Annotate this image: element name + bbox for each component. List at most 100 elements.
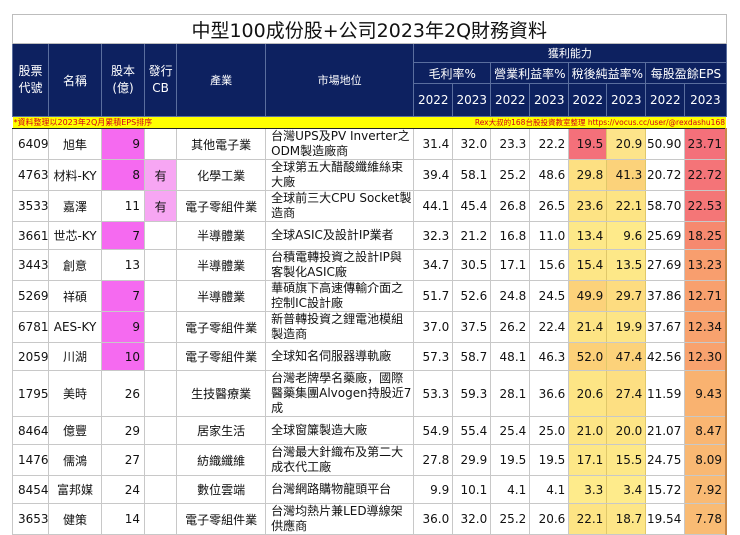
net-margin-2023: 3.4 [606, 475, 647, 504]
cb-flag [144, 249, 178, 281]
stock-code: 3443 [11, 249, 50, 281]
net-margin-2023: 20.9 [606, 128, 647, 160]
table-row: 4763 材料-KY 8 有 化學工業 全球第五大醋酸纖維絲束大廠 39.4 5… [11, 159, 728, 191]
sort-note: *資料整理以2023年2Q月累積EPS排序 [12, 116, 414, 129]
gross-margin-2023: 55.4 [452, 416, 492, 445]
net-margin-2022: 15.4 [568, 249, 608, 281]
net-margin-2023: 19.9 [606, 311, 647, 343]
operating-margin-2023: 11.0 [529, 221, 570, 250]
gross-margin-2022: 51.7 [413, 280, 454, 312]
header-name: 名稱 [48, 43, 103, 117]
gross-margin-2022: 31.4 [413, 128, 454, 160]
header-year: 2023 [684, 83, 727, 117]
capital-value: 11 [101, 190, 146, 222]
cb-flag [144, 311, 178, 343]
operating-margin-2023: 4.1 [529, 475, 570, 504]
stock-code: 3653 [11, 503, 50, 535]
industry: 電子零組件業 [176, 190, 267, 222]
eps-2023: 8.47 [684, 416, 728, 445]
eps-2022: 25.69 [645, 221, 686, 250]
capital-value: 24 [101, 475, 146, 504]
eps-2022: 19.54 [645, 503, 686, 535]
capital-value: 26 [101, 370, 146, 417]
table-row: 8454 富邦媒 24 數位雲端 台灣網路購物龍頭平台 9.9 10.1 4.1… [11, 475, 728, 504]
gross-margin-2022: 34.7 [413, 249, 454, 281]
operating-margin-2022: 26.8 [490, 190, 531, 222]
eps-2023: 9.43 [684, 370, 728, 417]
net-margin-2023: 13.5 [606, 249, 647, 281]
stock-code: 3533 [11, 190, 50, 222]
capital-value: 7 [101, 280, 146, 312]
net-margin-2022: 19.5 [568, 128, 608, 160]
gross-margin-2022: 36.0 [413, 503, 454, 535]
header-gross-margin: 毛利率% [413, 62, 492, 84]
net-margin-2022: 20.6 [568, 370, 608, 417]
stock-name: 旭隼 [48, 128, 103, 160]
header-eps: 每股盈餘EPS [645, 62, 727, 84]
industry: 半導體業 [176, 249, 267, 281]
eps-2022: 15.72 [645, 475, 686, 504]
stock-code: 6781 [11, 311, 50, 343]
operating-margin-2023: 48.6 [529, 159, 570, 191]
operating-margin-2023: 24.5 [529, 280, 570, 312]
operating-margin-2022: 25.2 [490, 503, 531, 535]
stock-code: 8464 [11, 416, 50, 445]
stock-code: 5269 [11, 280, 50, 312]
capital-value: 7 [101, 221, 146, 250]
industry: 數位雲端 [176, 475, 267, 504]
gross-margin-2023: 32.0 [452, 503, 492, 535]
net-margin-2022: 52.0 [568, 342, 608, 371]
capital-value: 13 [101, 249, 146, 281]
header-market-position: 市場地位 [265, 43, 415, 117]
net-margin-2022: 21.4 [568, 311, 608, 343]
header-year: 2022 [490, 83, 531, 117]
stock-name: 川湖 [48, 342, 103, 371]
capital-value: 27 [101, 444, 146, 476]
header-stock-code: 股票 代號 [11, 43, 50, 117]
net-margin-2022: 3.3 [568, 475, 608, 504]
market-position: 台灣最大針織布及第二大成衣代工廠 [265, 444, 415, 476]
market-position: 台灣老牌學名藥廠，國際醫藥集團Alvogen持股近7成 [265, 370, 415, 417]
table-row: 8464 億豐 29 居家生活 全球窗簾製造大廠 54.9 55.4 25.4 … [11, 416, 728, 445]
net-margin-2023: 22.1 [606, 190, 647, 222]
operating-margin-2023: 22.2 [529, 128, 570, 160]
capital-value: 8 [101, 159, 146, 191]
net-margin-2023: 18.7 [606, 503, 647, 535]
eps-2023: 12.34 [684, 311, 728, 343]
net-margin-2023: 9.6 [606, 221, 647, 250]
operating-margin-2022: 4.1 [490, 475, 531, 504]
gross-margin-2022: 32.3 [413, 221, 454, 250]
operating-margin-2022: 25.4 [490, 416, 531, 445]
net-margin-2023: 15.5 [606, 444, 647, 476]
header-net-margin: 稅後純益率% [568, 62, 647, 84]
net-margin-2022: 17.1 [568, 444, 608, 476]
operating-margin-2023: 26.5 [529, 190, 570, 222]
eps-2022: 21.07 [645, 416, 686, 445]
stock-code: 2059 [11, 342, 50, 371]
stock-name: 嘉澤 [48, 190, 103, 222]
operating-margin-2023: 22.4 [529, 311, 570, 343]
gross-margin-2022: 27.8 [413, 444, 454, 476]
capital-value: 29 [101, 416, 146, 445]
operating-margin-2023: 25.0 [529, 416, 570, 445]
gross-margin-2022: 57.3 [413, 342, 454, 371]
market-position: 全球窗簾製造大廠 [265, 416, 415, 445]
cb-flag [144, 475, 178, 504]
operating-margin-2022: 26.2 [490, 311, 531, 343]
gross-margin-2022: 9.9 [413, 475, 454, 504]
eps-2022: 42.56 [645, 342, 686, 371]
gross-margin-2022: 37.0 [413, 311, 454, 343]
industry: 電子零組件業 [176, 311, 267, 343]
gross-margin-2023: 52.6 [452, 280, 492, 312]
market-position: 台灣UPS及PV Inverter之ODM製造廠商 [265, 128, 415, 160]
eps-2022: 27.69 [645, 249, 686, 281]
net-margin-2022: 22.1 [568, 503, 608, 535]
header-cb: 發行 CB [144, 43, 178, 117]
operating-margin-2022: 19.5 [490, 444, 531, 476]
header-year: 2023 [606, 83, 647, 117]
header-operating-margin: 營業利益率% [490, 62, 570, 84]
stock-name: AES-KY [48, 311, 103, 343]
gross-margin-2022: 54.9 [413, 416, 454, 445]
stock-name: 富邦媒 [48, 475, 103, 504]
industry: 居家生活 [176, 416, 267, 445]
